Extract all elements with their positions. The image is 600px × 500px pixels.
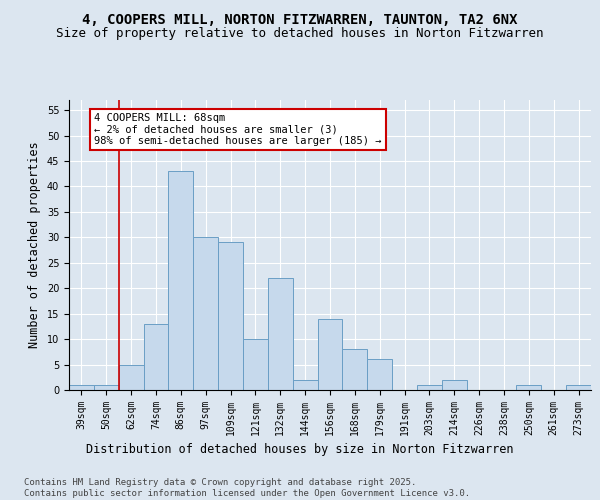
Text: Distribution of detached houses by size in Norton Fitzwarren: Distribution of detached houses by size …	[86, 442, 514, 456]
Text: Contains HM Land Registry data © Crown copyright and database right 2025.
Contai: Contains HM Land Registry data © Crown c…	[24, 478, 470, 498]
Bar	[69, 385, 94, 390]
Text: Size of property relative to detached houses in Norton Fitzwarren: Size of property relative to detached ho…	[56, 28, 544, 40]
Bar	[143, 324, 169, 390]
Bar	[442, 380, 467, 390]
Bar	[169, 171, 193, 390]
Bar	[193, 238, 218, 390]
Bar	[94, 385, 119, 390]
Bar	[119, 364, 143, 390]
Bar	[218, 242, 243, 390]
Bar	[293, 380, 317, 390]
Bar	[268, 278, 293, 390]
Bar	[566, 385, 591, 390]
Y-axis label: Number of detached properties: Number of detached properties	[28, 142, 41, 348]
Bar	[517, 385, 541, 390]
Bar	[343, 350, 367, 390]
Text: 4 COOPERS MILL: 68sqm
← 2% of detached houses are smaller (3)
98% of semi-detach: 4 COOPERS MILL: 68sqm ← 2% of detached h…	[94, 112, 382, 146]
Bar	[243, 339, 268, 390]
Text: 4, COOPERS MILL, NORTON FITZWARREN, TAUNTON, TA2 6NX: 4, COOPERS MILL, NORTON FITZWARREN, TAUN…	[82, 12, 518, 26]
Bar	[317, 319, 343, 390]
Bar	[417, 385, 442, 390]
Bar	[367, 360, 392, 390]
